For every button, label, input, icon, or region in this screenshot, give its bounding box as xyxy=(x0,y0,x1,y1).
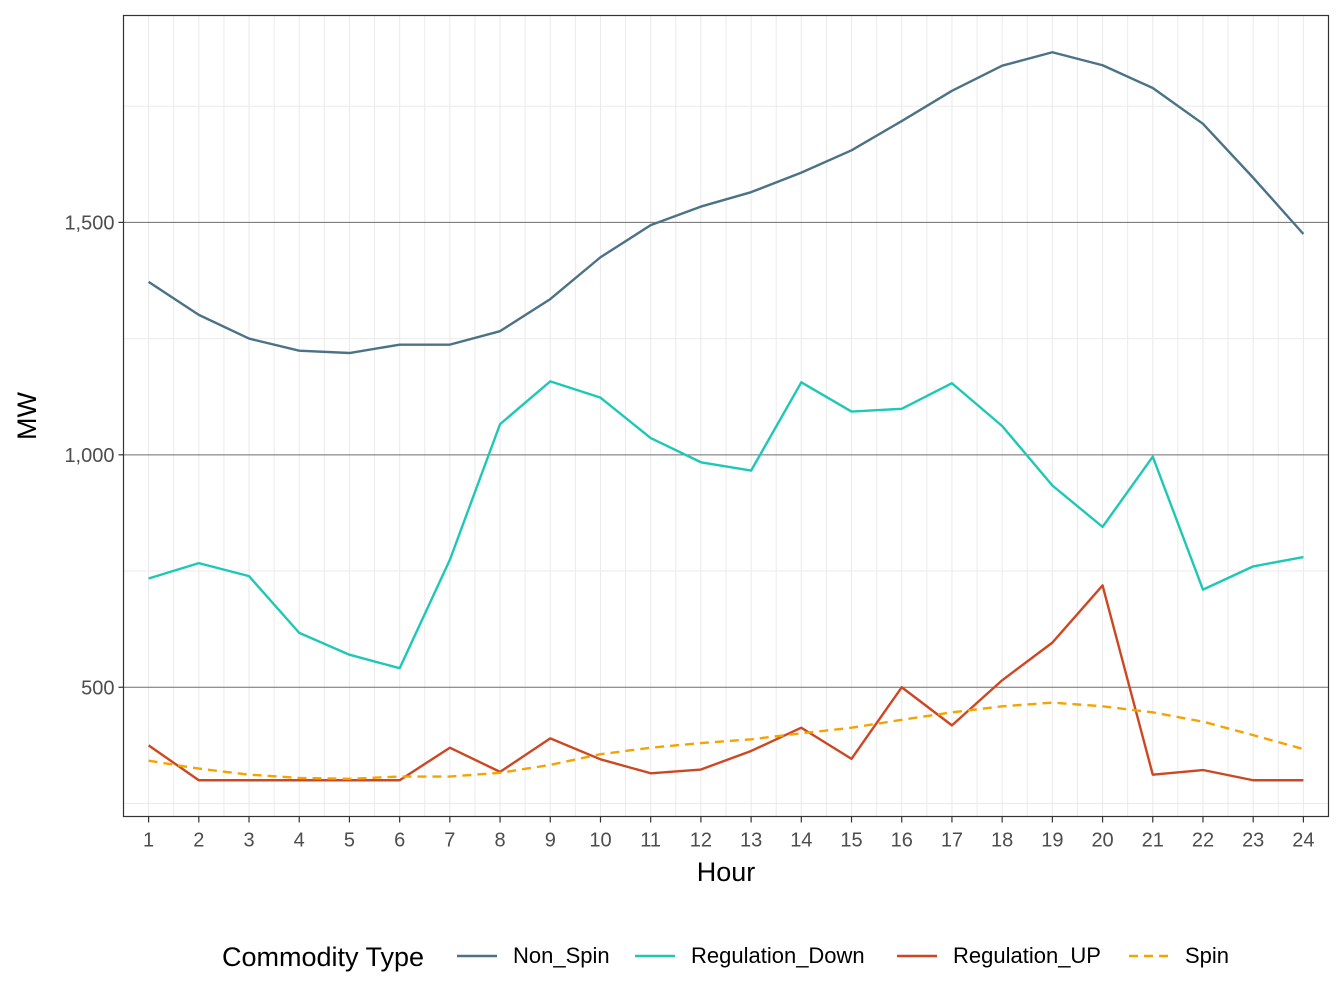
legend: Commodity Type Non_Spin Regulation_Down Re… xyxy=(222,942,1229,972)
legend-label: Regulation_Down xyxy=(691,943,865,968)
legend-label: Non_Spin xyxy=(513,943,610,968)
x-tick-label: 10 xyxy=(589,830,611,852)
x-tick-label: 2 xyxy=(193,830,204,852)
x-tick-label: 18 xyxy=(991,830,1013,852)
x-tick-label: 9 xyxy=(545,830,556,852)
x-tick-label: 23 xyxy=(1242,830,1264,852)
x-tick-label: 4 xyxy=(294,830,305,852)
major-gridlines xyxy=(123,15,1329,817)
x-tick-label: 8 xyxy=(495,830,506,852)
x-tick-label: 22 xyxy=(1192,830,1214,852)
legend-title: Commodity Type xyxy=(222,942,424,972)
minor-gridlines xyxy=(123,15,1329,817)
x-tick-label: 1 xyxy=(143,830,154,852)
series-line-spin xyxy=(148,701,1304,781)
y-tick-label: 1,000 xyxy=(64,445,114,467)
x-tick-label: 21 xyxy=(1142,830,1164,852)
plot-panel-border xyxy=(122,14,1330,818)
x-tick-label: 3 xyxy=(243,830,254,852)
x-tick-label: 15 xyxy=(840,830,862,852)
x-tick-label: 14 xyxy=(790,830,812,852)
x-axis-title: Hour xyxy=(697,857,756,887)
x-tick-label: 12 xyxy=(690,830,712,852)
x-tick-label: 7 xyxy=(444,830,455,852)
x-tick-label: 20 xyxy=(1091,830,1113,852)
x-tick-label: 13 xyxy=(740,830,762,852)
x-tick-label: 5 xyxy=(344,830,355,852)
x-tick-label: 24 xyxy=(1292,830,1314,852)
x-tick-label: 6 xyxy=(394,830,405,852)
series-lines xyxy=(147,51,1305,782)
x-tick-label: 11 xyxy=(640,830,661,852)
x-axis: 1 2 3 4 5 6 7 8 9 10 11 12 13 14 15 16 17 18 19 20 21 22 23 24 xyxy=(143,816,1315,852)
x-tick-label: 16 xyxy=(891,830,913,852)
y-axis-title: MW xyxy=(12,392,42,440)
y-tick-label: 500 xyxy=(81,677,114,699)
legend-label: Spin xyxy=(1185,943,1229,968)
x-tick-label: 19 xyxy=(1041,830,1063,852)
y-axis: 500 1,000 1,500 xyxy=(64,212,124,699)
series-line-regulation-up xyxy=(147,584,1304,782)
legend-label: Regulation_UP xyxy=(953,943,1101,968)
series-line-regulation-down xyxy=(148,380,1304,670)
y-tick-label: 1,500 xyxy=(64,212,114,234)
x-tick-label: 17 xyxy=(941,830,963,852)
series-line-non-spin xyxy=(147,51,1305,355)
